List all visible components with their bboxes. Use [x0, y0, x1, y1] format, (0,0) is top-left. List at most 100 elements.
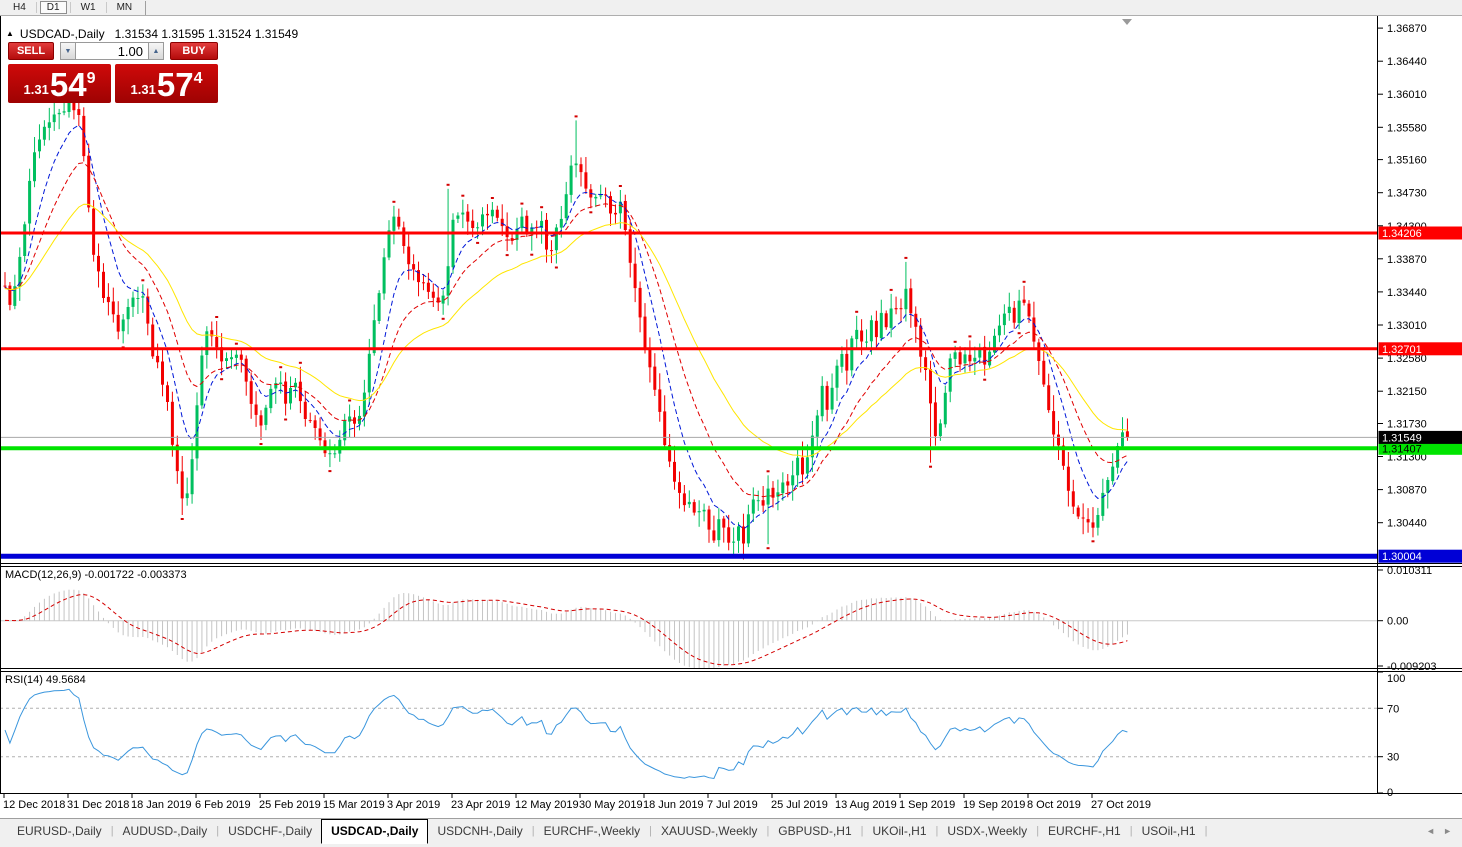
price-axis-tick: 1.34730 [1387, 188, 1427, 200]
tab-separator: | [110, 825, 114, 837]
price-axis-tick: 1.33440 [1387, 287, 1427, 299]
price-tag-1.34206: 1.34206 [1382, 228, 1422, 240]
tab-usoil-h1[interactable]: USOil-,H1 [1141, 824, 1196, 838]
timeframe-button-h4[interactable]: H4 [13, 2, 26, 13]
rsi-value: 49.5684 [45, 674, 86, 686]
current-price-tag-bg [1378, 430, 1462, 444]
price-axis-tick: 1.32150 [1387, 386, 1427, 398]
tab-ukoil-h1[interactable]: UKOil-,H1 [872, 824, 927, 838]
chart-title: ▲ USDCAD-,Daily 1.31534 1.31595 1.31524 … [6, 27, 298, 41]
timeframe-button-d1[interactable]: D1 [39, 1, 67, 14]
price-axis-tick: 1.36440 [1387, 56, 1427, 68]
time-axis-label: 18 Jan 2019 [131, 799, 192, 811]
volume-decrease-button[interactable]: ▼ [60, 42, 76, 60]
rsi-name: RSI(14) [5, 674, 43, 686]
rsi-axis-tick: 70 [1387, 703, 1399, 715]
toolbar-divider [145, 0, 147, 15]
tab-separator: | [1129, 825, 1133, 837]
time-axis-label: 12 Dec 2018 [3, 799, 65, 811]
price-axis-tick: 1.36870 [1387, 23, 1427, 35]
price-axis-tick: 1.33870 [1387, 254, 1427, 266]
bid-price-prefix: 1.31 [23, 82, 49, 97]
tab-usdchf-daily[interactable]: USDCHF-,Daily [228, 824, 313, 838]
timeframe-toolbar: H4 D1 W1 MN [0, 0, 1462, 16]
bid-price-main: 54 [49, 66, 87, 103]
price-axis-tick: 1.32580 [1387, 353, 1427, 365]
macd-indicator-label: MACD(12,26,9) -0.001722 -0.003373 [5, 569, 187, 581]
rsi-line [4, 688, 1128, 780]
price-axis-tick: 1.35160 [1387, 155, 1427, 167]
price-tag-1.31407-bg [1378, 441, 1462, 455]
ma-17-line [4, 162, 1128, 498]
tab-audusd-daily[interactable]: AUDUSD-,Daily [122, 824, 208, 838]
tab-scroll-left-icon[interactable]: ◄ [1426, 826, 1436, 836]
sell-button[interactable]: SELL [8, 42, 54, 60]
arrow-down-icon: ▼ [64, 47, 72, 55]
price-tag-1.30004-bg [1378, 549, 1462, 563]
time-axis-label: 27 Oct 2019 [1091, 799, 1151, 811]
ask-price-pip: 4 [193, 70, 203, 87]
time-axis-label: 31 Dec 2018 [67, 799, 129, 811]
chart-tab-bar: EURUSD-,Daily | AUDUSD-,Daily | USDCHF-,Dail… [0, 818, 1462, 847]
ma-34-line [4, 203, 1128, 457]
rsi-indicator-label: RSI(14) 49.5684 [5, 674, 86, 686]
buy-button[interactable]: BUY [170, 42, 218, 60]
price-chart-svg[interactable]: 1.36870 1.36440 1.36010 1.35580 1.35160 1.347… [0, 16, 1462, 818]
timeframe-button-w1[interactable]: W1 [80, 2, 96, 13]
tab-xauusd-weekly[interactable]: XAUUSD-,Weekly [660, 824, 758, 838]
price-tag-1.32701-bg [1378, 342, 1462, 356]
collapse-triangle-icon[interactable]: ▲ [6, 28, 14, 38]
time-axis-label: 12 May 2019 [515, 799, 579, 811]
price-tag-1.31407: 1.31407 [1382, 443, 1422, 455]
time-axis-label: 23 Apr 2019 [451, 799, 510, 811]
time-axis-label: 1 Sep 2019 [899, 799, 955, 811]
time-axis-label: 3 Apr 2019 [387, 799, 440, 811]
price-axis-tick: 1.33010 [1387, 320, 1427, 332]
ask-price-box[interactable]: 1.31 57 4 [115, 64, 218, 103]
rsi-axis-tick: 30 [1387, 752, 1399, 764]
price-axis-tick: 1.31730 [1387, 419, 1427, 431]
volume-increase-button[interactable]: ▲ [148, 42, 164, 60]
fractal-marks-layer [52, 85, 1095, 550]
price-tag-1.30004: 1.30004 [1382, 551, 1422, 563]
time-axis-label: 19 Sep 2019 [963, 799, 1025, 811]
rsi-axis-tick: 0 [1387, 787, 1393, 799]
chart-window[interactable]: 1.36870 1.36440 1.36010 1.35580 1.35160 1.347… [0, 16, 1462, 818]
bid-price-box[interactable]: 1.31 54 9 [8, 64, 111, 103]
time-axis-label: 15 Mar 2019 [323, 799, 385, 811]
tab-gbpusd-h1[interactable]: GBPUSD-,H1 [778, 824, 852, 838]
tab-separator: | [935, 825, 939, 837]
tab-separator: | [766, 825, 770, 837]
macd-axis-tick: 0.010311 [1387, 565, 1432, 577]
tab-separator: | [531, 825, 535, 837]
tab-eurchf-weekly[interactable]: EURCHF-,Weekly [543, 824, 641, 838]
tab-usdcad-daily[interactable]: USDCAD-,Daily [321, 819, 429, 844]
toolbar-divider [69, 2, 71, 13]
price-tag-1.34206-bg [1378, 226, 1462, 240]
time-axis-label: 8 Oct 2019 [1027, 799, 1081, 811]
time-axis-label: 7 Jul 2019 [707, 799, 758, 811]
tab-separator: | [1036, 825, 1040, 837]
ask-price-main: 57 [156, 66, 194, 103]
tab-separator: | [649, 825, 652, 837]
tab-usdcnh-daily[interactable]: USDCNH-,Daily [437, 824, 523, 838]
tab-separator: | [216, 825, 220, 837]
price-tag-1.32701: 1.32701 [1382, 344, 1422, 356]
toolbar-divider [35, 2, 37, 13]
time-axis-label: 13 Aug 2019 [835, 799, 897, 811]
chart-symbol-label: USDCAD-,Daily [19, 27, 105, 41]
tab-usdx-weekly[interactable]: USDX-,Weekly [947, 824, 1028, 838]
timeframe-button-mn[interactable]: MN [116, 2, 133, 13]
volume-input[interactable]: 1.00 [76, 42, 148, 60]
one-click-trading-panel: SELL ▼ 1.00 ▲ BUY 1.31 54 9 1.31 57 4 [8, 42, 218, 103]
tab-eurchf-h1[interactable]: EURCHF-,H1 [1048, 824, 1121, 838]
macd-signal-line [4, 594, 1128, 666]
tab-scroll-right-icon[interactable]: ► [1443, 826, 1452, 836]
macd-name: MACD(12,26,9) [5, 569, 82, 581]
tab-eurusd-daily[interactable]: EURUSD-,Daily [17, 824, 102, 838]
current-price-tag: 1.31549 [1382, 432, 1422, 444]
ma-8-line [4, 124, 1128, 530]
shift-marker-icon [1122, 19, 1132, 25]
price-axis-tick: 1.36010 [1387, 89, 1427, 101]
time-axis-label: 6 Feb 2019 [195, 799, 251, 811]
